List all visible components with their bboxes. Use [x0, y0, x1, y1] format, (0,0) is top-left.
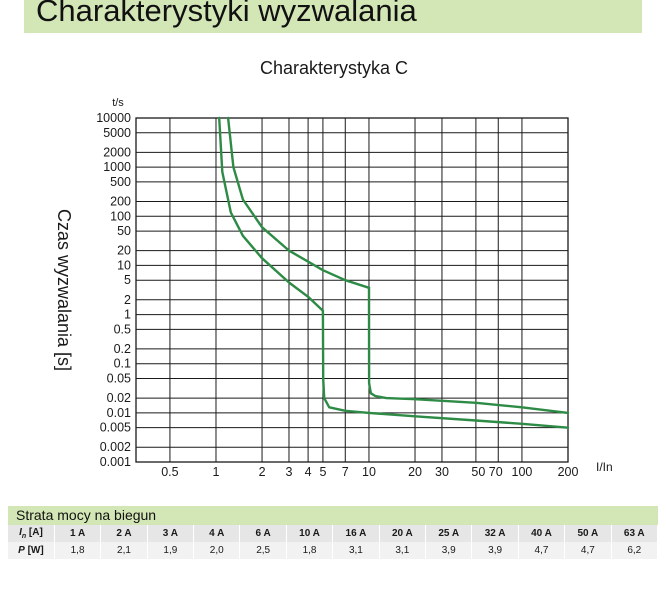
power-cell: 4,7	[564, 542, 612, 559]
y-tick-label: 0.05	[107, 372, 131, 386]
x-tick-label: 3	[286, 465, 293, 479]
power-cell: 2,0	[193, 542, 241, 559]
table-row-power: P [W] 1,8 2,1 1,9 2,0 2,5 1,8 3,1 3,1 3,9 3,9 4,7 4…	[8, 542, 659, 559]
y-tick-label: 10000	[96, 111, 131, 125]
x-axis-label: I/In	[596, 460, 613, 474]
current-cell: 1 A	[54, 525, 102, 542]
power-cell: 3,1	[332, 542, 380, 559]
y-tick-label: 0.1	[114, 357, 131, 371]
row-label-current-unit: [A]	[26, 527, 43, 538]
x-tick-label: 100	[512, 465, 533, 479]
x-tick-label: 1	[213, 465, 220, 479]
y-tick-label: 1	[124, 308, 131, 322]
y-axis-label: Czas wyzwalania [s]	[54, 209, 74, 371]
current-cell: 10 A	[286, 525, 334, 542]
current-cell: 50 A	[564, 525, 612, 542]
row-label-current: In [A]	[8, 525, 55, 542]
current-cell: 6 A	[239, 525, 287, 542]
current-cell: 25 A	[425, 525, 473, 542]
row-label-current-symbol: I	[19, 527, 22, 538]
power-cell: 2,1	[100, 542, 148, 559]
x-tick-label: 2	[259, 465, 266, 479]
current-cell: 2 A	[100, 525, 148, 542]
row-label-power-unit: [W]	[24, 545, 44, 556]
x-tick-label: 10	[362, 465, 376, 479]
power-cell: 2,5	[239, 542, 287, 559]
y-tick-label: 5000	[103, 126, 131, 140]
header-banner: Charakterystyki wyzwalania	[24, 0, 642, 33]
y-tick-label: 0.005	[100, 421, 131, 435]
y-tick-label: 2	[124, 293, 131, 307]
power-cell: 1,9	[147, 542, 195, 559]
trip-curve-segment-0	[218, 116, 325, 312]
current-cell: 16 A	[332, 525, 380, 542]
x-tick-label: 4	[305, 465, 312, 479]
power-cell: 3,1	[379, 542, 427, 559]
row-label-current-sub: n	[21, 533, 27, 540]
trip-curve-segment-1	[321, 309, 570, 429]
row-label-power: P [W]	[8, 542, 55, 559]
y-tick-label: 0.2	[114, 342, 131, 356]
y-tick-label: 0.01	[107, 406, 131, 420]
y-tick-label: 1000	[103, 160, 131, 174]
page-title: Charakterystyki wyzwalania	[36, 0, 417, 28]
x-tick-label: 5	[319, 465, 326, 479]
power-cell: 3,9	[425, 542, 473, 559]
y-tick-label: 5	[124, 273, 131, 287]
current-cell: 4 A	[193, 525, 241, 542]
power-cell: 6,2	[611, 542, 659, 559]
trip-curve-segment-2	[226, 116, 371, 289]
y-tick-label: 50	[117, 224, 131, 238]
y-tick-label: 500	[110, 175, 131, 189]
y-axis-unit: t/s	[112, 97, 124, 109]
current-cell: 63 A	[611, 525, 659, 542]
y-tick-label: 200	[110, 194, 131, 208]
y-tick-label: 10	[117, 258, 131, 272]
current-cell: 20 A	[379, 525, 427, 542]
trip-curve-segment-3	[367, 286, 570, 415]
chart-title: Charakterystyka C	[260, 58, 408, 78]
power-cell: 4,7	[518, 542, 566, 559]
row-label-power-symbol: P	[18, 545, 25, 556]
power-cell: 1,8	[286, 542, 334, 559]
y-tick-label: 2000	[103, 145, 131, 159]
x-tick-label: 20	[408, 465, 422, 479]
trip-characteristic-chart: Charakterystyka C t/s Czas wyzwalania [s…	[54, 58, 613, 479]
table-caption: Strata mocy na biegun	[8, 506, 658, 525]
y-tick-label: 0.02	[107, 391, 131, 405]
x-tick-label: 200	[558, 465, 579, 479]
current-cell: 32 A	[471, 525, 519, 542]
x-tick-label: 7	[342, 465, 349, 479]
power-cell: 3,9	[471, 542, 519, 559]
y-tick-label: 0.5	[114, 322, 131, 336]
y-tick-label: 0.002	[100, 440, 131, 454]
y-tick-label: 100	[110, 209, 131, 223]
current-cell: 40 A	[518, 525, 566, 542]
x-tick-label: 0.5	[161, 465, 178, 479]
x-tick-label: 30	[435, 465, 449, 479]
y-tick-label: 20	[117, 244, 131, 258]
current-cell: 3 A	[147, 525, 195, 542]
x-tick-label: 50 70	[471, 465, 502, 479]
power-cell: 1,8	[54, 542, 102, 559]
y-tick-label: 0.001	[100, 455, 131, 469]
